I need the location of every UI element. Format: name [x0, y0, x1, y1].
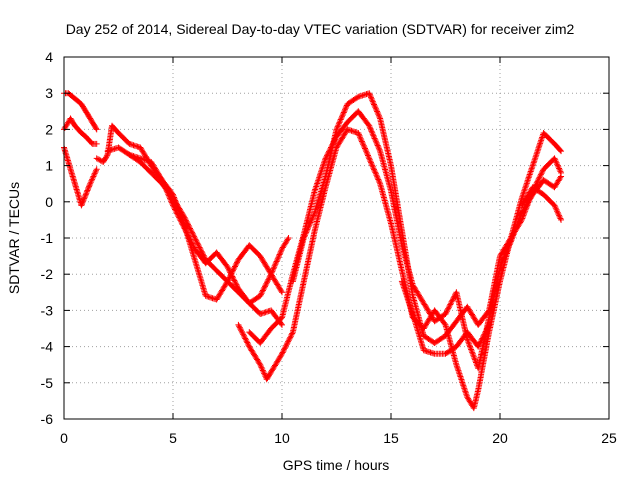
data-point-markers	[289, 90, 565, 346]
x-tick-label: 5	[169, 430, 177, 446]
data-point-markers	[398, 278, 493, 357]
data-series-trace-11	[518, 184, 565, 223]
x-tick-label: 0	[60, 430, 68, 446]
y-axis-label: SDTVAR / TECUs	[6, 182, 22, 294]
y-tick-label: -5	[41, 375, 54, 391]
y-tick-label: -6	[41, 411, 54, 427]
x-tick-label: 15	[383, 430, 399, 446]
axis-ticks: 0 5 10 15 20 25 -6 -5 -4 -3 -2 -1 0 1 2 3 4	[41, 49, 617, 446]
y-tick-label: -4	[41, 339, 54, 355]
y-tick-label: 3	[45, 85, 53, 101]
y-tick-label: 1	[45, 158, 53, 174]
data-points	[61, 90, 565, 412]
data-series-trace-6	[126, 151, 292, 307]
data-point-markers	[518, 184, 565, 223]
x-tick-label: 10	[274, 430, 290, 446]
y-tick-label: -2	[41, 266, 54, 282]
data-point-markers	[126, 151, 292, 307]
y-tick-label: 4	[45, 49, 53, 65]
x-axis-label: GPS time / hours	[283, 457, 390, 473]
y-tick-label: 2	[45, 121, 53, 137]
y-tick-label: 0	[45, 194, 53, 210]
data-series-trace-10	[398, 278, 493, 357]
x-tick-label: 25	[601, 430, 617, 446]
y-tick-label: -3	[41, 302, 54, 318]
x-tick-label: 20	[492, 430, 508, 446]
data-series-trace-9	[289, 90, 565, 346]
chart-title: Day 252 of 2014, Sidereal Day-to-day VTE…	[66, 21, 575, 37]
y-tick-label: -1	[41, 230, 54, 246]
